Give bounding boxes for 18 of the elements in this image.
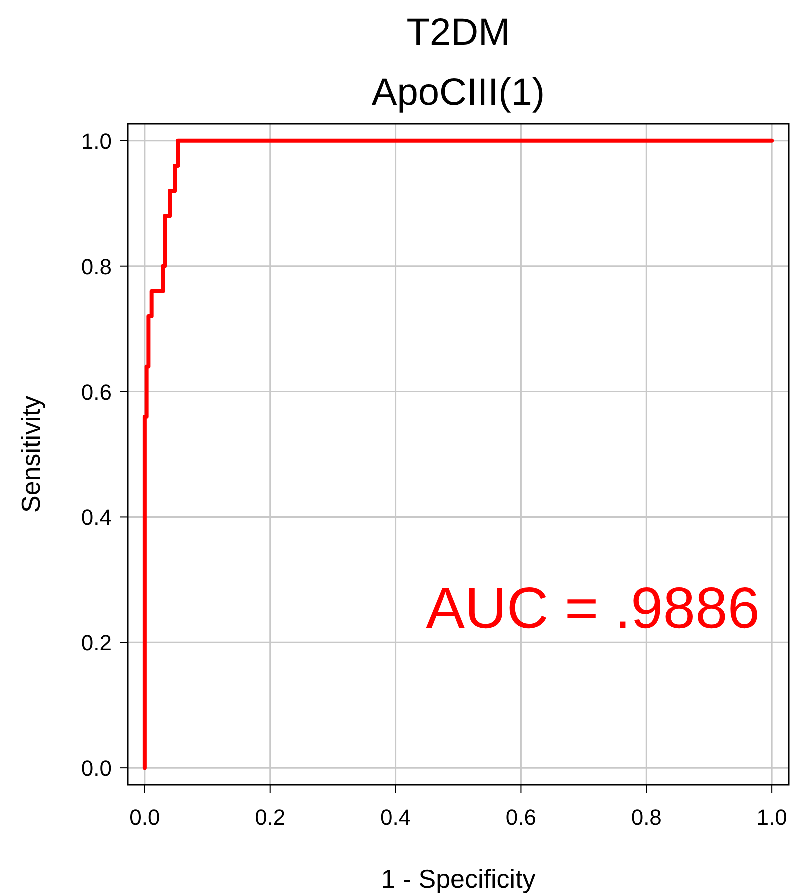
line-series <box>142 138 774 770</box>
y-tick-label: 0.8 <box>81 254 112 280</box>
annotation: AUC = .9886 <box>426 576 760 641</box>
y-tick-label: 0.6 <box>81 380 112 405</box>
y-tick-label: 0.0 <box>81 756 112 782</box>
y-tick-label: 1.0 <box>81 128 112 154</box>
x-tick-label: 0.4 <box>380 805 412 830</box>
y-tick-label: 0.2 <box>81 630 112 656</box>
x-tick-label: 0.6 <box>506 805 537 830</box>
y-tick-label: 0.4 <box>81 505 112 530</box>
x-tick-label: 1.0 <box>756 805 788 830</box>
chart-title: T2DM <box>406 12 510 54</box>
x-tick-label: 0.8 <box>631 805 662 830</box>
x-axis-title: 1 - Specificity <box>381 864 536 894</box>
y-axis-title: Sensitivity <box>16 396 46 514</box>
x-tick-label: 0.2 <box>255 805 286 830</box>
chart-subtitle: ApoCIII(1) <box>372 72 546 114</box>
x-tick-label: 0.0 <box>130 805 160 830</box>
